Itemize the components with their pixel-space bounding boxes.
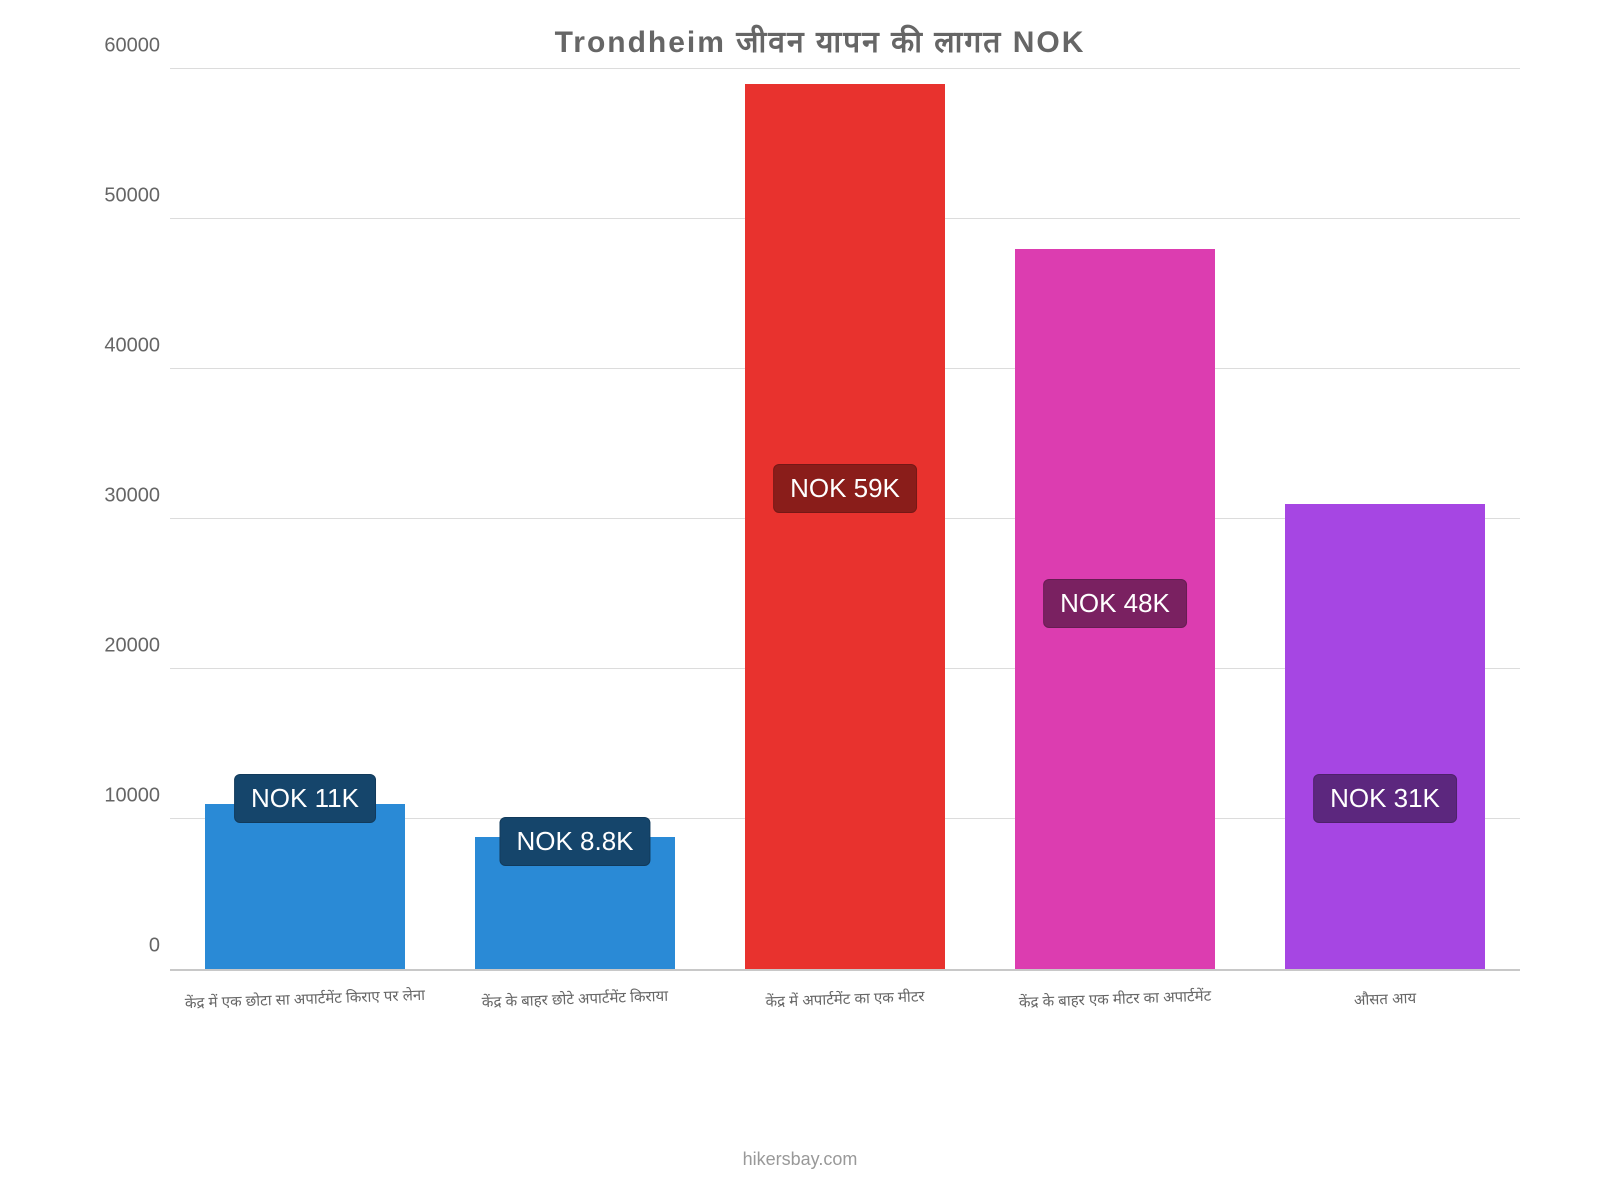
- bar: NOK 59K: [745, 84, 945, 969]
- bar-slot: NOK 48K: [980, 249, 1250, 969]
- y-tick-label: 0: [149, 935, 160, 958]
- y-axis: 0100002000030000400005000060000: [80, 71, 170, 969]
- x-axis-labels: केंद्र में एक छोटा सा अपार्टमेंट किराए प…: [170, 989, 1520, 1009]
- gridline: [170, 68, 1520, 69]
- y-tick-label: 50000: [104, 185, 160, 208]
- x-category-label: औसत आय: [1250, 984, 1521, 1013]
- bar-slot: NOK 8.8K: [440, 837, 710, 969]
- bar-slot: NOK 31K: [1250, 504, 1520, 969]
- bar-slot: NOK 11K: [170, 804, 440, 969]
- bars-row: NOK 11K NOK 8.8K NOK 59K NOK 48K NOK 31K: [170, 71, 1520, 969]
- x-category-label: केंद्र के बाहर एक मीटर का अपार्टमेंट: [980, 984, 1251, 1013]
- bar-value-label: NOK 11K: [234, 774, 376, 823]
- y-tick-label: 20000: [104, 635, 160, 658]
- bar: NOK 31K: [1285, 504, 1485, 969]
- x-category-label: केंद्र में अपार्टमेंट का एक मीटर: [710, 984, 981, 1013]
- bar-slot: NOK 59K: [710, 84, 980, 969]
- y-tick-label: 60000: [104, 35, 160, 58]
- plot-area: 0100002000030000400005000060000 NOK 11KN…: [170, 71, 1520, 971]
- cost-of-living-chart: Trondheim जीवन यापन की लागत NOK 01000020…: [80, 20, 1560, 1080]
- y-tick-label: 40000: [104, 335, 160, 358]
- bar: NOK 11K: [205, 804, 405, 969]
- x-category-label: केंद्र के बाहर छोटे अपार्टमेंट किराया: [440, 984, 711, 1013]
- bar-value-label: NOK 59K: [773, 464, 917, 513]
- bar-value-label: NOK 48K: [1043, 579, 1187, 628]
- bar: NOK 48K: [1015, 249, 1215, 969]
- x-category-label: केंद्र में एक छोटा सा अपार्टमेंट किराए प…: [170, 984, 441, 1013]
- bar-value-label: NOK 31K: [1313, 774, 1457, 823]
- y-tick-label: 30000: [104, 485, 160, 508]
- y-tick-label: 10000: [104, 785, 160, 808]
- attribution-text: hikersbay.com: [743, 1149, 858, 1170]
- bar: NOK 8.8K: [475, 837, 675, 969]
- bar-value-label: NOK 8.8K: [499, 817, 650, 866]
- chart-title: Trondheim जीवन यापन की लागत NOK: [80, 20, 1560, 61]
